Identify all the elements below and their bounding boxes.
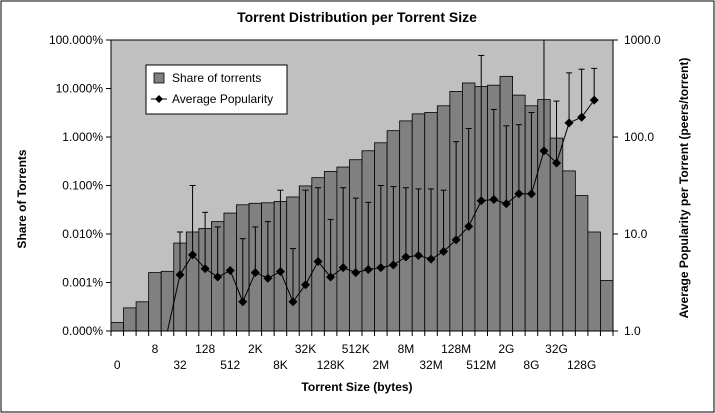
x-axis-tick-label-upper: 8M <box>398 342 415 356</box>
popularity-marker <box>225 266 235 276</box>
popularity-marker <box>514 189 524 199</box>
bar <box>600 280 614 332</box>
popularity-marker <box>250 268 260 278</box>
popularity-marker <box>388 260 398 270</box>
left-axis-tick-label: 0.100% <box>62 179 103 193</box>
x-axis-tick-label-upper: 512K <box>342 342 370 356</box>
bar <box>574 195 589 332</box>
popularity-marker <box>351 268 361 278</box>
x-axis-tick-label-lower: 0 <box>114 358 121 372</box>
bar <box>148 272 162 332</box>
bar <box>160 270 175 332</box>
popularity-marker <box>188 250 198 260</box>
popularity-marker <box>376 263 386 273</box>
popularity-marker <box>175 270 185 280</box>
right-axis-tick-label: 100.0 <box>624 130 654 144</box>
error-bar-series <box>177 40 598 302</box>
popularity-marker <box>301 280 311 290</box>
popularity-line-lead <box>166 274 181 332</box>
popularity-marker <box>200 264 210 274</box>
legend-label-share: Share of torrents <box>172 71 261 85</box>
bar <box>562 170 576 332</box>
popularity-marker <box>263 273 273 283</box>
popularity-marker <box>326 272 336 282</box>
popularity-marker <box>501 199 511 209</box>
popularity-series <box>166 95 599 332</box>
popularity-marker <box>464 221 474 231</box>
left-axis-tick-label: 100.000% <box>49 33 103 47</box>
left-axis-tick-label: 0.010% <box>62 227 103 241</box>
x-axis-tick-label-lower: 32 <box>173 358 187 372</box>
x-axis-tick-label-lower: 2M <box>372 358 389 372</box>
left-axis-label: Share of Torrents <box>15 149 29 248</box>
left-axis-tick-label: 0.000% <box>62 324 103 338</box>
bar <box>110 322 124 332</box>
left-axis-ticks: 0.000% 0.001% 0.010% 0.100% 1.000% 10.000% 100… <box>49 33 111 338</box>
bar <box>123 307 137 332</box>
popularity-marker <box>401 252 411 262</box>
legend-label-popularity: Average Popularity <box>172 92 273 106</box>
x-axis-tick-label-lower: 512M <box>466 358 496 372</box>
popularity-marker <box>288 297 298 307</box>
popularity-marker <box>275 267 285 277</box>
x-axis-tick-label-lower: 32M <box>419 358 442 372</box>
popularity-marker <box>439 247 449 257</box>
popularity-line <box>179 99 595 304</box>
right-axis-ticks: 1.0 10.0 100.0 1000.0 <box>613 33 661 338</box>
x-axis-tick-label-upper: 8 <box>152 342 159 356</box>
x-axis-label: Torrent Size (bytes) <box>301 380 412 394</box>
x-axis-tick-label-upper: 128M <box>441 342 471 356</box>
popularity-marker <box>313 257 323 267</box>
bar <box>587 231 601 332</box>
x-axis-tick-label-lower: 128G <box>567 358 596 372</box>
popularity-marker <box>213 272 223 282</box>
popularity-marker <box>476 196 486 206</box>
x-axis-tick-label-lower: 128K <box>317 358 345 372</box>
right-axis-tick-label: 1.0 <box>624 324 641 338</box>
legend: Share of torrents Average Popularity <box>145 64 288 115</box>
left-axis-tick-label: 1.000% <box>62 130 103 144</box>
x-axis-tick-label-upper: 32K <box>295 342 316 356</box>
popularity-marker <box>577 112 587 122</box>
x-axis-tick-label-lower: 512 <box>220 358 240 372</box>
x-axis-ticks: 8 128 2K 32K 512K 8M 128M 2G 32G 0 32 512 8K 128K 2M 32… <box>110 331 614 372</box>
left-axis-tick-label: 10.000% <box>56 82 104 96</box>
right-axis-tick-label: 10.0 <box>624 227 648 241</box>
right-axis-tick-label: 1000.0 <box>624 33 661 47</box>
popularity-marker <box>539 146 549 156</box>
popularity-marker <box>413 251 423 261</box>
popularity-marker <box>338 263 348 273</box>
x-axis-tick-label-upper: 32G <box>545 342 568 356</box>
legend-bar-swatch <box>153 72 165 84</box>
legend-diamond-marker <box>155 95 163 103</box>
x-axis-tick-label-lower: 8K <box>273 358 288 372</box>
right-axis-label: Average Popularity per Torrent (peers/to… <box>677 58 691 319</box>
popularity-marker <box>589 95 599 105</box>
popularity-marker <box>564 118 574 128</box>
popularity-marker <box>363 265 373 275</box>
x-axis-tick-label-upper: 2K <box>248 342 263 356</box>
legend-box <box>145 64 288 115</box>
popularity-marker <box>451 235 461 245</box>
bar <box>135 301 150 332</box>
popularity-marker <box>426 254 436 264</box>
popularity-marker <box>526 189 536 199</box>
x-axis-tick-label-lower: 8G <box>523 358 539 372</box>
popularity-marker <box>238 297 248 307</box>
popularity-marker <box>489 194 499 204</box>
popularity-marker <box>552 158 562 168</box>
chart-title: Torrent Distribution per Torrent Size <box>237 9 477 25</box>
left-axis-tick-label: 0.001% <box>62 276 103 290</box>
x-axis-tick-label-upper: 2G <box>498 342 514 356</box>
x-axis-tick-label-upper: 128 <box>195 342 215 356</box>
